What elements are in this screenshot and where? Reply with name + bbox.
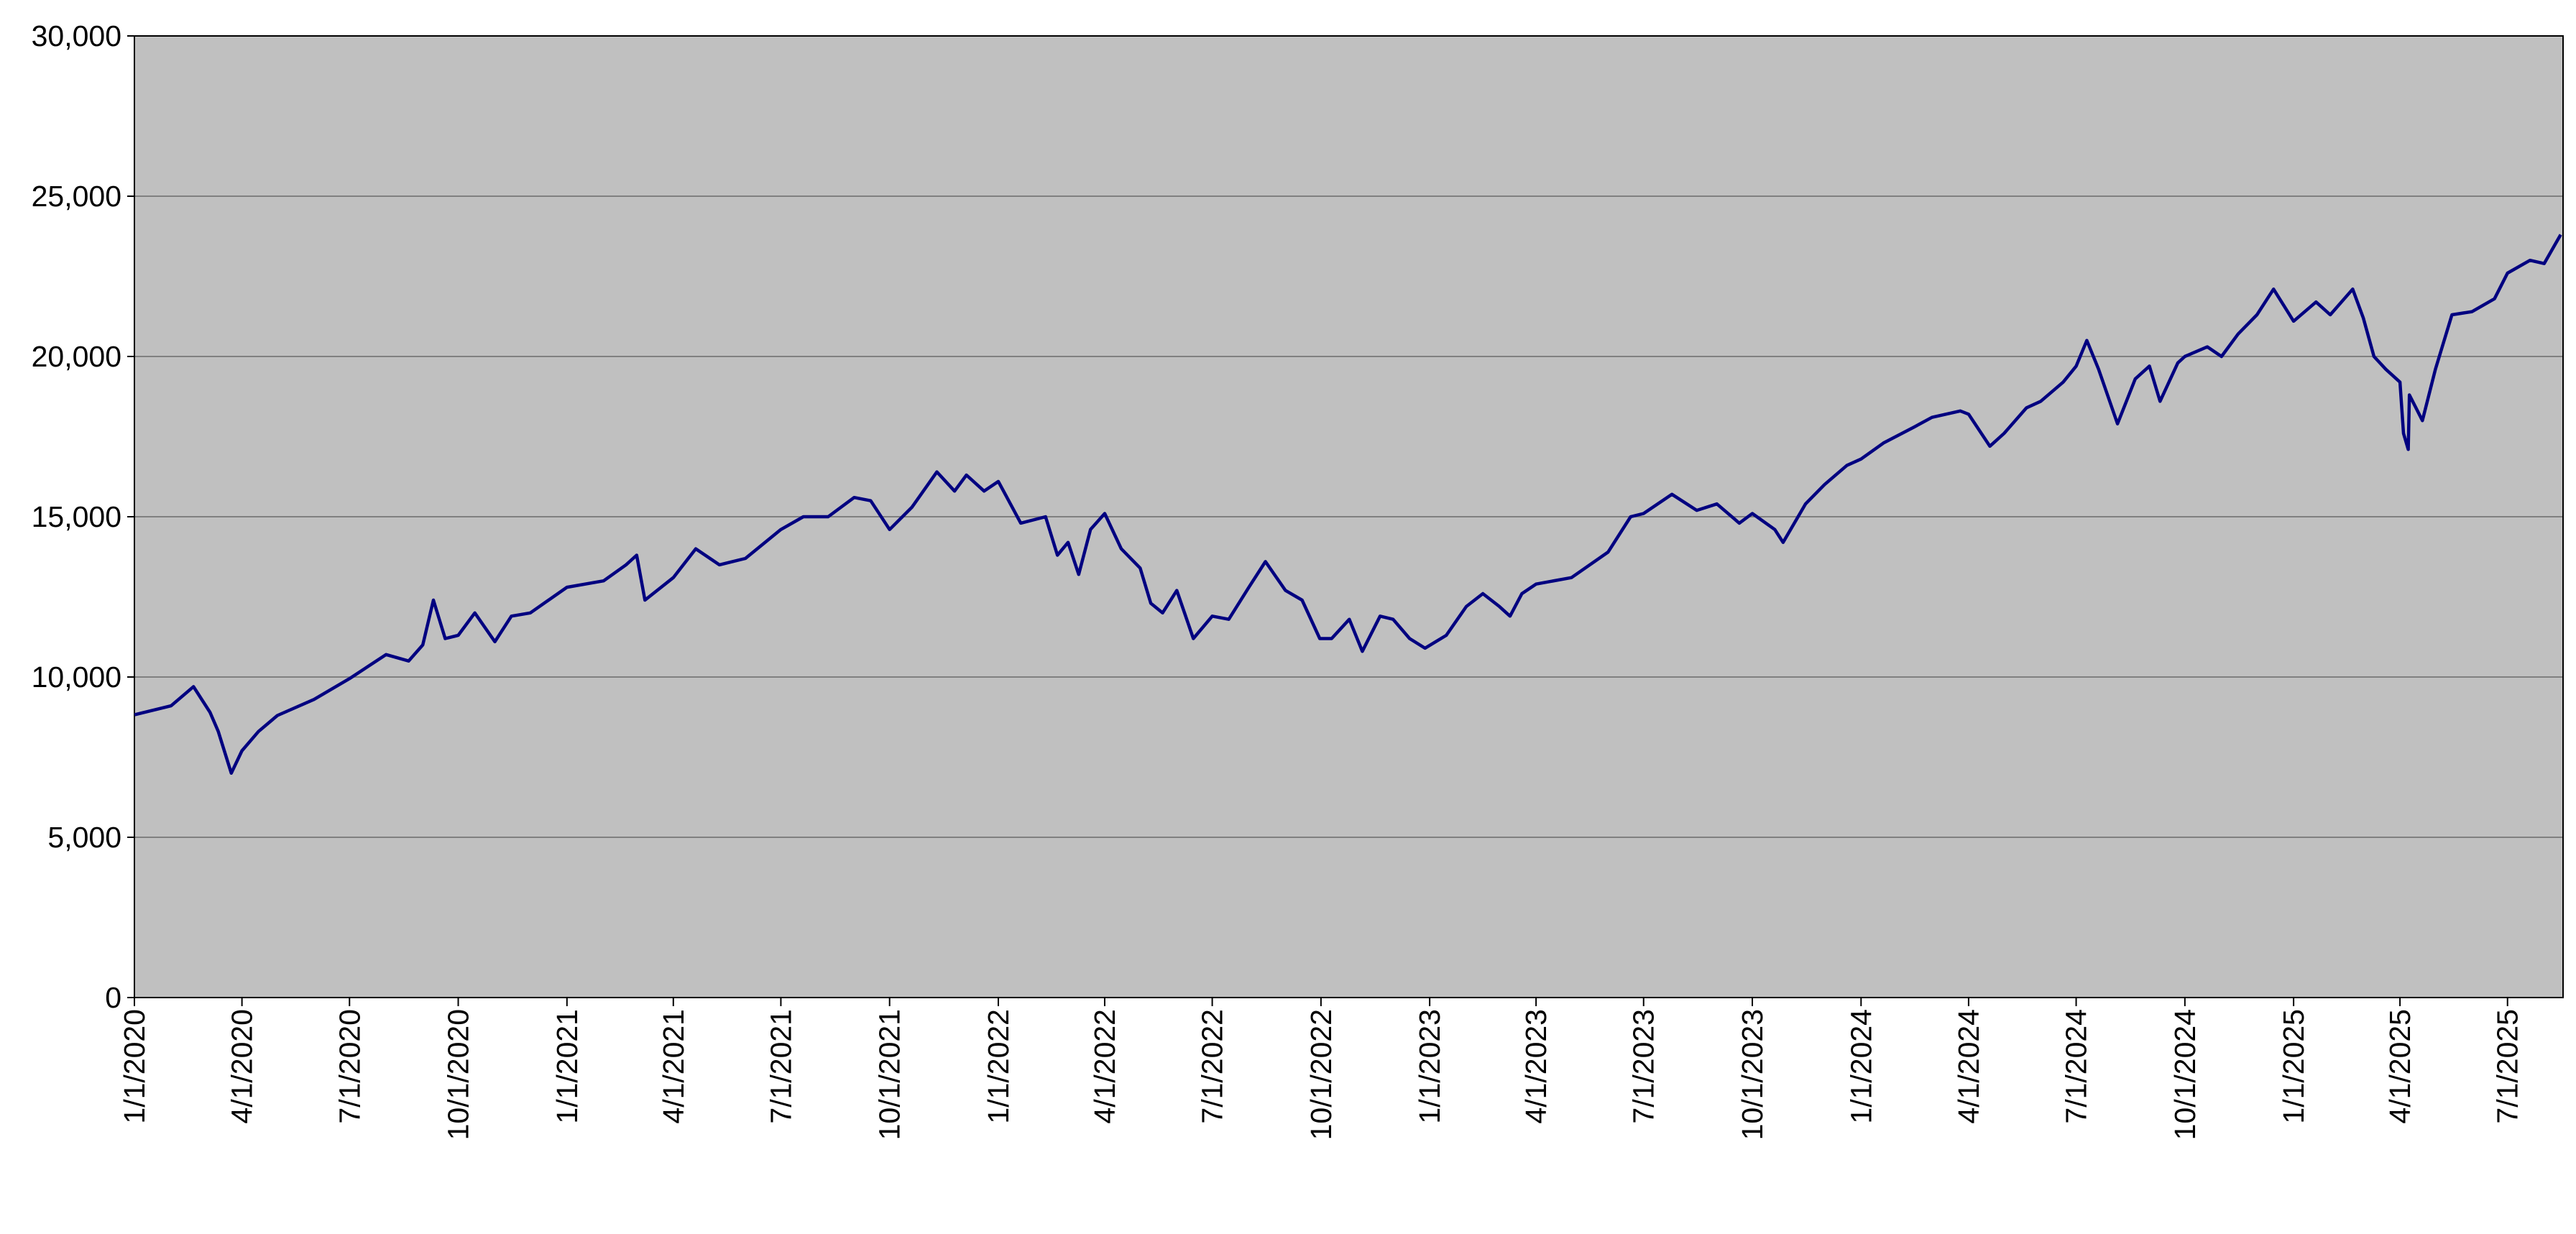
x-tick-label: 4/1/2022 xyxy=(1088,1009,1121,1124)
x-tick-label: 10/1/2020 xyxy=(442,1009,475,1140)
y-tick-label: 15,000 xyxy=(32,500,121,533)
x-tick-label: 10/1/2023 xyxy=(1736,1009,1769,1140)
x-tick-label: 4/1/2023 xyxy=(1519,1009,1552,1124)
y-tick-label: 10,000 xyxy=(32,660,121,694)
x-tick-label: 7/1/2021 xyxy=(764,1009,797,1124)
x-tick-label: 7/1/2025 xyxy=(2491,1009,2524,1124)
x-tick-label: 1/1/2023 xyxy=(1413,1009,1446,1124)
y-tick-label: 30,000 xyxy=(32,19,121,52)
y-tick-label: 25,000 xyxy=(32,180,121,213)
x-tick-label: 10/1/2022 xyxy=(1305,1009,1338,1140)
x-tick-label: 1/1/2020 xyxy=(118,1009,151,1124)
x-tick-label: 4/1/2024 xyxy=(1952,1009,1985,1124)
x-tick-label: 1/1/2022 xyxy=(982,1009,1015,1124)
x-tick-label: 7/1/2023 xyxy=(1627,1009,1660,1124)
x-tick-label: 7/1/2022 xyxy=(1196,1009,1229,1124)
x-tick-label: 4/1/2025 xyxy=(2383,1009,2416,1124)
x-tick-label: 4/1/2021 xyxy=(657,1009,690,1124)
x-tick-label: 1/1/2025 xyxy=(2277,1009,2310,1124)
y-tick-label: 5,000 xyxy=(47,821,121,854)
x-tick-label: 10/1/2021 xyxy=(873,1009,906,1140)
y-tick-label: 20,000 xyxy=(32,340,121,373)
x-tick-label: 1/1/2024 xyxy=(1844,1009,1877,1124)
x-tick-label: 10/1/2024 xyxy=(2168,1009,2202,1140)
x-tick-label: 7/1/2024 xyxy=(2060,1009,2093,1124)
data-line xyxy=(134,234,2562,775)
plot-border xyxy=(134,35,2564,998)
x-tick-label: 1/1/2021 xyxy=(551,1009,584,1124)
x-tick-label: 4/1/2020 xyxy=(226,1009,259,1124)
x-tick-label: 7/1/2020 xyxy=(333,1009,366,1124)
y-tick-label: 0 xyxy=(105,981,121,1014)
